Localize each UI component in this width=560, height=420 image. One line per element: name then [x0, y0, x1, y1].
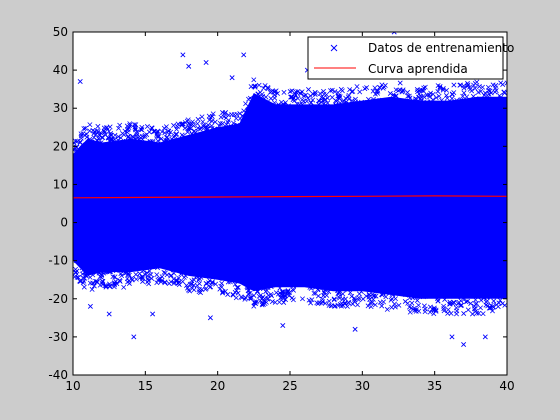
- scatter-point: [280, 322, 286, 329]
- scatter-point: [461, 341, 467, 348]
- scatter-point: [180, 52, 186, 58]
- x-axis: 10 15 20 25 30 35 40: [65, 32, 515, 393]
- y-tick-label: -30: [48, 330, 68, 344]
- scatter-markers: [73, 77, 507, 317]
- scatter-point: [203, 59, 209, 66]
- y-tick-label: 10: [53, 177, 68, 191]
- scatter-point: [449, 334, 455, 340]
- legend-marker-scatter: [330, 44, 338, 52]
- y-tick-label: 50: [53, 25, 68, 39]
- y-tick-label: -20: [48, 292, 68, 306]
- scatter-point: [352, 326, 358, 332]
- legend-label-scatter: Datos de entrenamiento: [368, 41, 514, 55]
- y-tick-label: -10: [48, 254, 68, 268]
- y-tick-label: 40: [53, 63, 68, 77]
- scatter-point: [77, 78, 83, 85]
- line-layer: [73, 195, 507, 199]
- scatter-point: [150, 311, 156, 317]
- scatter-point: [87, 303, 93, 309]
- x-tick-label: 15: [138, 379, 153, 393]
- y-tick-label: 30: [53, 101, 68, 115]
- y-tick-label: 0: [60, 216, 68, 230]
- scatter-layer: [73, 32, 507, 348]
- learned-curve-line: [73, 195, 507, 199]
- scatter-point: [186, 63, 192, 69]
- legend: Datos de entrenamiento Curva aprendida: [307, 36, 514, 80]
- legend-box: [307, 36, 504, 80]
- x-tick-label: 10: [65, 379, 80, 393]
- x-tick-label: 20: [210, 379, 225, 393]
- scatter-point: [482, 334, 488, 340]
- y-tick-label: 20: [53, 139, 68, 153]
- x-tick-label: 25: [282, 379, 297, 393]
- x-tick-label: 30: [355, 379, 370, 393]
- scatter-point: [391, 32, 397, 35]
- y-axis: -40 -30 -20 -10 0 10 20 30 40 50: [48, 25, 507, 382]
- x-tick-label: 35: [427, 379, 442, 393]
- y-tick-label: -40: [48, 368, 68, 382]
- scatter-point: [207, 315, 213, 321]
- legend-label-line: Curva aprendida: [368, 62, 468, 76]
- scatter-point: [229, 75, 235, 81]
- x-tick-label: 40: [499, 379, 514, 393]
- scatter-point: [106, 311, 112, 317]
- scatter-point: [241, 52, 247, 58]
- scatter-point: [131, 334, 137, 340]
